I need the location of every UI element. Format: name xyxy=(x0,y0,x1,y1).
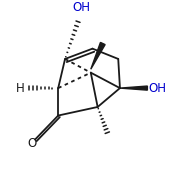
Text: O: O xyxy=(28,137,37,150)
Text: H: H xyxy=(16,82,25,95)
Polygon shape xyxy=(120,86,147,90)
Polygon shape xyxy=(91,42,105,69)
Text: OH: OH xyxy=(148,82,166,95)
Text: OH: OH xyxy=(72,1,90,14)
